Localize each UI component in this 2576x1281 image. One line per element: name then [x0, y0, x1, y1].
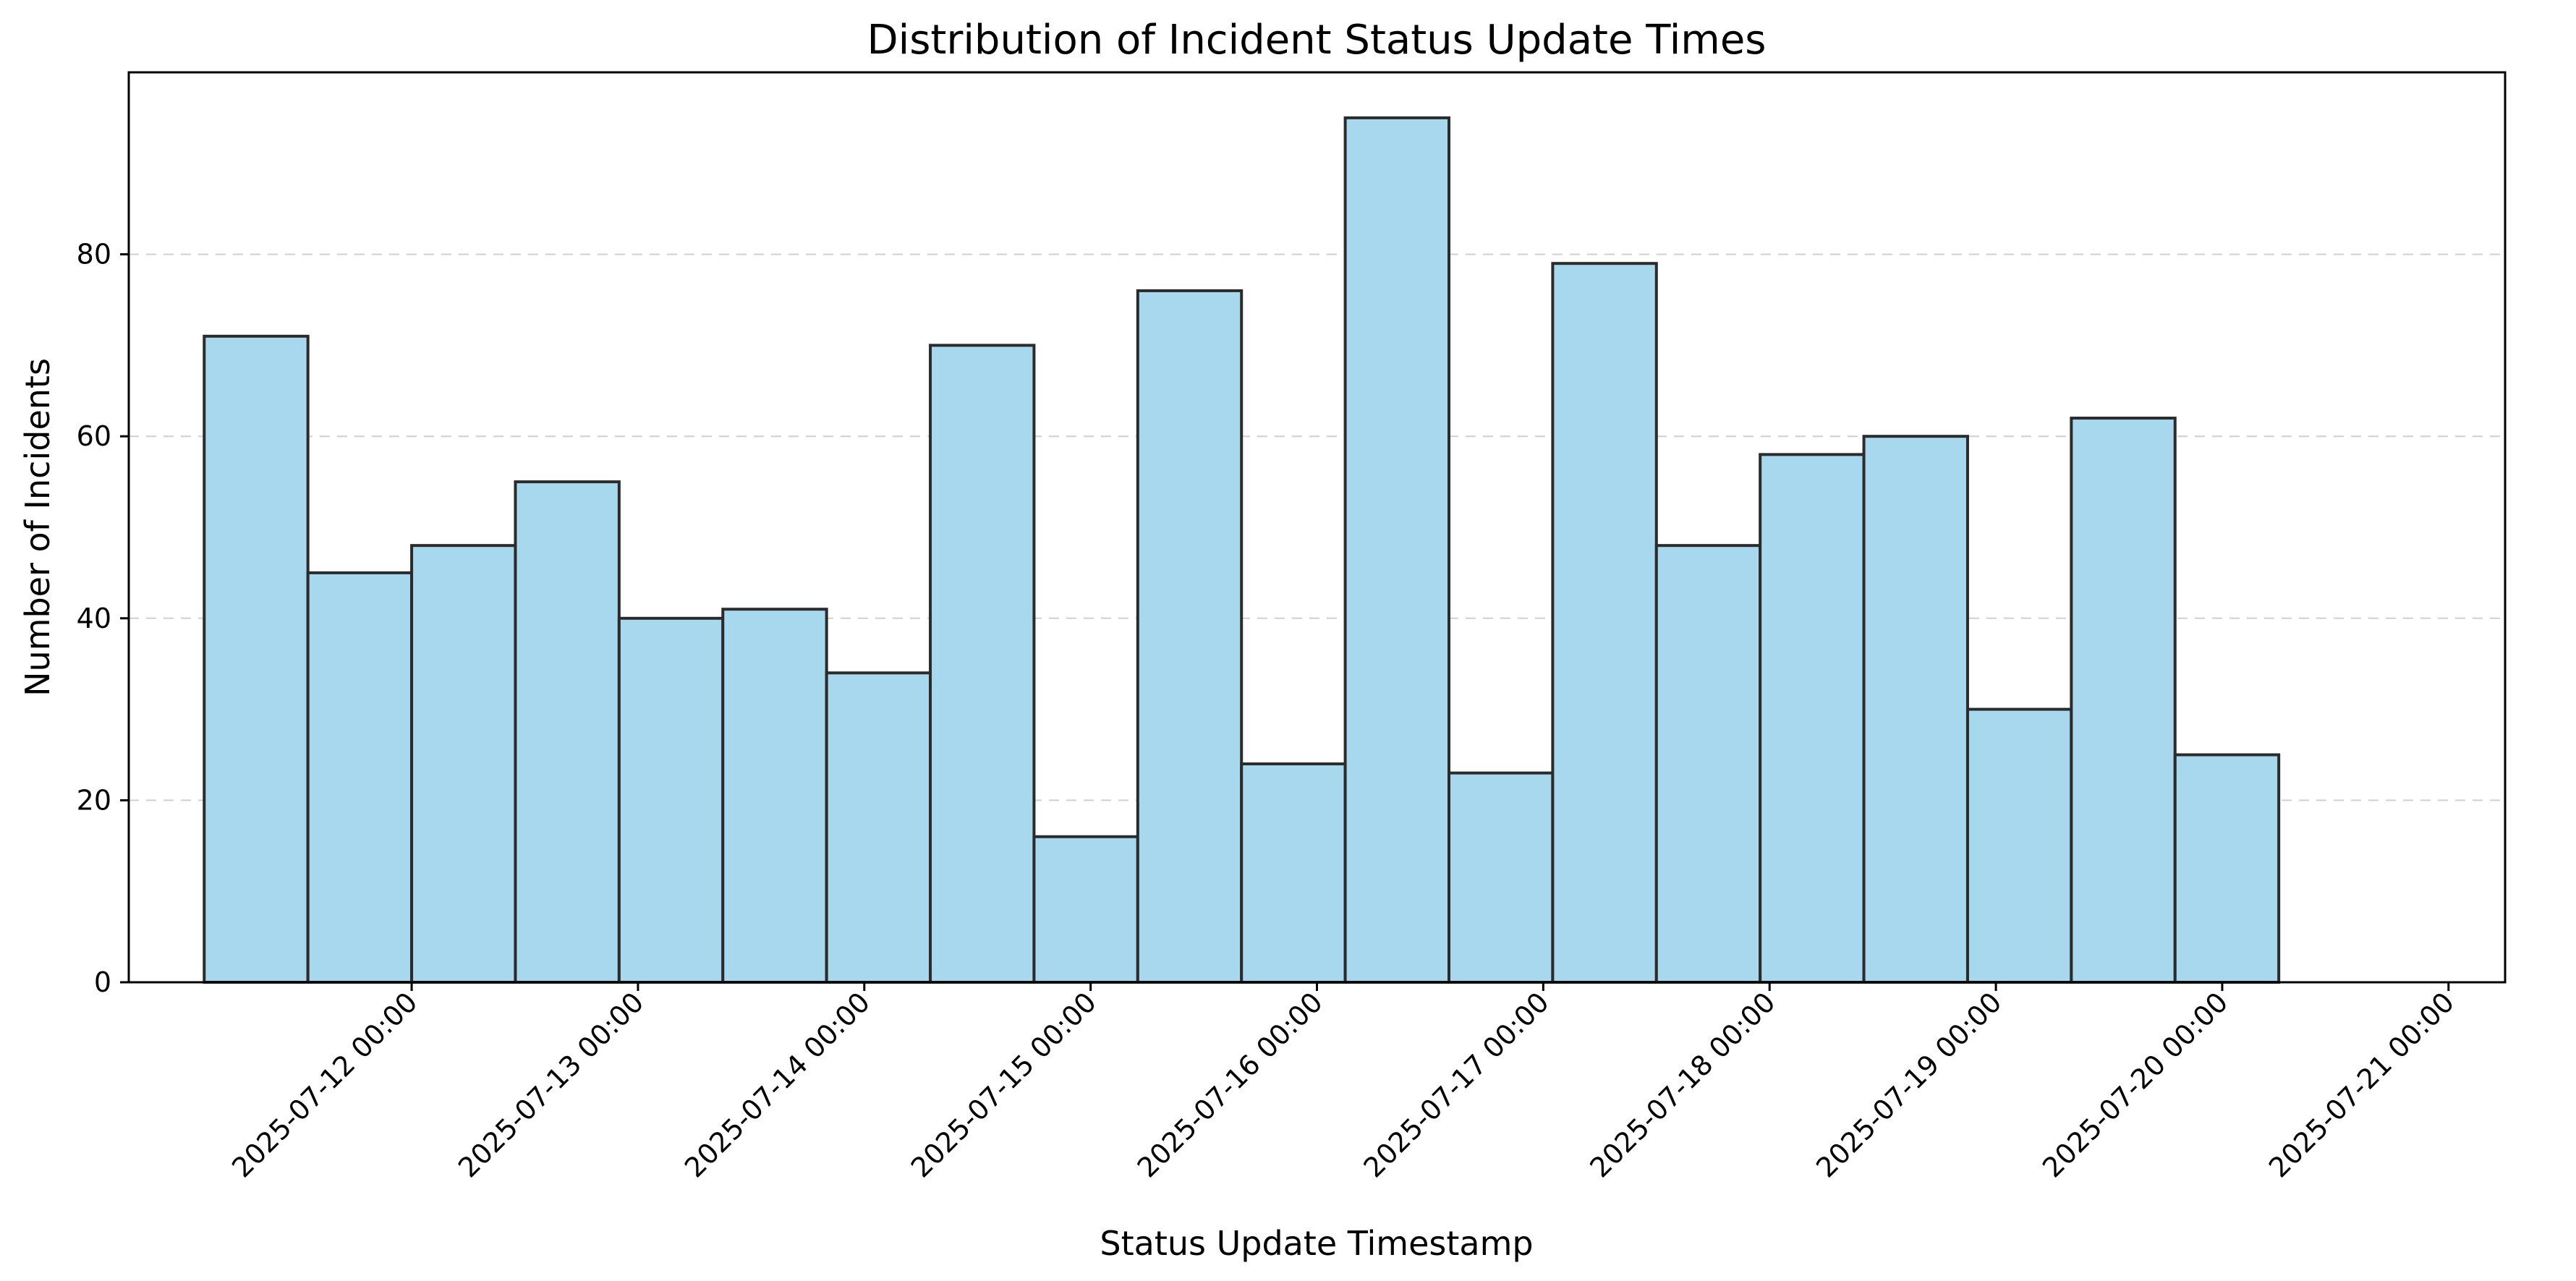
chart-title: Distribution of Incident Status Update T… — [867, 17, 1767, 64]
histogram-bar — [2070, 417, 2177, 984]
histogram-bar — [721, 608, 828, 984]
histogram-bar — [1551, 262, 1658, 984]
histogram-bar — [306, 571, 414, 984]
x-tick-label: 2025-07-19 00:00 — [1810, 986, 2007, 1183]
x-tick-label: 2025-07-16 00:00 — [1131, 986, 1329, 1183]
y-axis-label: Number of Incidents — [18, 358, 57, 697]
histogram-bar — [1136, 289, 1244, 984]
histogram-bar — [410, 544, 517, 984]
y-tick-label: 60 — [77, 420, 111, 452]
y-tick-label: 0 — [94, 966, 111, 998]
y-tick-label: 20 — [77, 784, 111, 816]
x-tick-label: 2025-07-17 00:00 — [1357, 986, 1555, 1183]
y-tick-label: 80 — [77, 239, 111, 271]
y-tick-label: 40 — [77, 603, 111, 634]
y-axis-ticks: 0 20 40 60 80 — [77, 239, 129, 998]
histogram-bar — [1032, 835, 1139, 984]
x-tick-label: 2025-07-12 00:00 — [226, 986, 423, 1183]
histogram-bar — [2173, 753, 2281, 984]
histogram-bar — [1862, 435, 1969, 984]
x-tick-label: 2025-07-20 00:00 — [2036, 986, 2234, 1183]
x-tick-label: 2025-07-15 00:00 — [905, 986, 1102, 1183]
bars — [203, 116, 2281, 984]
histogram-bar — [1343, 116, 1451, 984]
x-tick-label: 2025-07-18 00:00 — [1584, 986, 1781, 1183]
histogram-bar — [1654, 544, 1762, 984]
x-tick-label: 2025-07-21 00:00 — [2263, 986, 2460, 1183]
x-axis-ticks: 2025-07-12 00:00 2025-07-13 00:00 2025-07-… — [226, 982, 2460, 1184]
x-axis-label: Status Update Timestamp — [1100, 1224, 1533, 1263]
histogram-bar — [514, 480, 621, 984]
histogram-bar — [1759, 453, 1866, 984]
histogram-bar — [1240, 762, 1347, 984]
histogram-bar — [617, 616, 725, 984]
histogram-bar — [1965, 707, 2073, 984]
x-tick-label: 2025-07-13 00:00 — [452, 986, 650, 1183]
histogram-bar — [203, 334, 310, 984]
histogram-bar — [929, 344, 1036, 984]
x-tick-label: 2025-07-14 00:00 — [679, 986, 876, 1183]
histogram-bar — [825, 671, 932, 984]
histogram-bar — [1448, 771, 1555, 984]
